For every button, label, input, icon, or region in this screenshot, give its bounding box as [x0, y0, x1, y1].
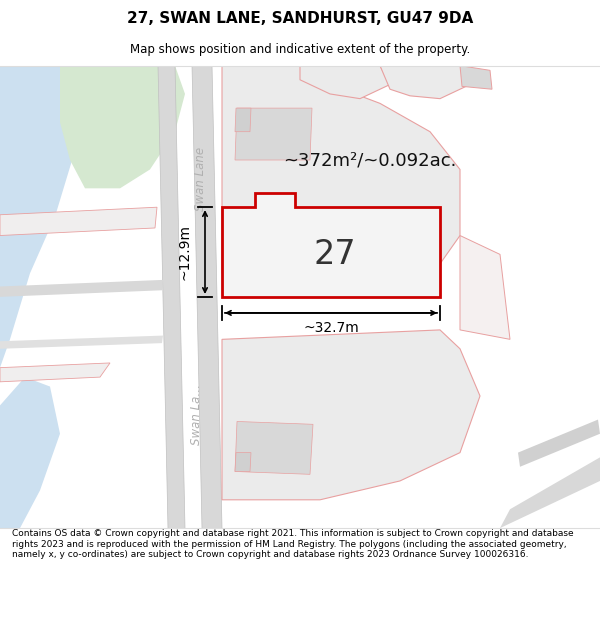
Polygon shape: [460, 66, 492, 89]
Text: 27: 27: [314, 238, 356, 271]
Polygon shape: [518, 419, 600, 467]
Text: 27, SWAN LANE, SANDHURST, GU47 9DA: 27, SWAN LANE, SANDHURST, GU47 9DA: [127, 11, 473, 26]
Polygon shape: [222, 193, 440, 297]
Polygon shape: [460, 236, 510, 339]
Text: Swan Lane: Swan Lane: [193, 147, 206, 211]
Polygon shape: [158, 66, 185, 528]
Polygon shape: [225, 212, 315, 292]
Polygon shape: [0, 66, 90, 368]
Text: ~32.7m: ~32.7m: [303, 321, 359, 335]
Polygon shape: [235, 108, 251, 132]
Polygon shape: [0, 208, 157, 236]
Polygon shape: [0, 280, 163, 297]
Polygon shape: [222, 66, 460, 273]
Text: Contains OS data © Crown copyright and database right 2021. This information is : Contains OS data © Crown copyright and d…: [12, 529, 574, 559]
Text: Swan La…: Swan La…: [190, 384, 203, 446]
Polygon shape: [380, 66, 470, 99]
Polygon shape: [222, 330, 480, 500]
Polygon shape: [0, 377, 60, 528]
Polygon shape: [500, 458, 600, 528]
Polygon shape: [235, 421, 313, 474]
Polygon shape: [60, 66, 185, 188]
Polygon shape: [235, 452, 251, 471]
Text: Map shows position and indicative extent of the property.: Map shows position and indicative extent…: [130, 42, 470, 56]
Polygon shape: [0, 363, 110, 382]
Polygon shape: [300, 66, 390, 99]
Text: ~12.9m: ~12.9m: [178, 224, 192, 280]
Text: ~372m²/~0.092ac.: ~372m²/~0.092ac.: [283, 151, 457, 169]
Polygon shape: [235, 108, 312, 160]
Polygon shape: [0, 336, 163, 349]
Polygon shape: [192, 66, 222, 528]
